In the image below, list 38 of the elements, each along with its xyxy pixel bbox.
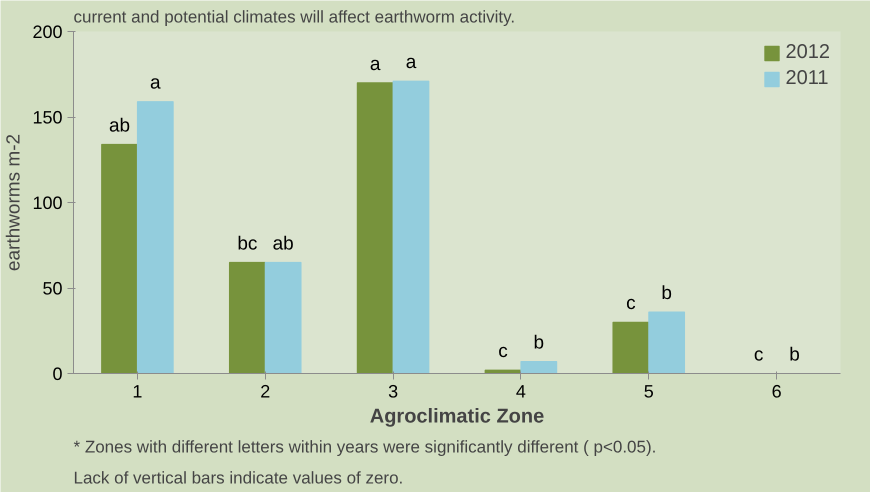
- bar: [101, 144, 138, 374]
- x-tick-label: 3: [388, 382, 398, 402]
- y-tick-label: 50: [42, 278, 63, 298]
- data-label: b: [534, 332, 544, 354]
- bar: [356, 82, 394, 374]
- x-tick-label: 2: [260, 382, 270, 402]
- bar: [520, 361, 558, 374]
- legend-label: 2012: [786, 41, 830, 64]
- data-label: b: [661, 282, 672, 304]
- x-tick-label: 6: [772, 382, 782, 402]
- text: * Zones with different letters within years were significantly different ( p<0.05). Lack of vertical bars indicate values of zero.: [74, 438, 656, 488]
- bar: [264, 262, 302, 374]
- data-label: c: [754, 344, 764, 366]
- x-tick-label: 5: [644, 382, 654, 402]
- x-axis-title: Agroclimatic Zone: [370, 406, 544, 428]
- data-label: bc: [237, 233, 258, 254]
- legend-label: 2011: [786, 67, 829, 90]
- data-label: c: [498, 341, 508, 362]
- data-label: a: [406, 52, 417, 74]
- y-tick-label: 200: [32, 22, 63, 42]
- bar: [648, 311, 686, 374]
- data-label: a: [150, 72, 162, 94]
- x-tick-label: 4: [516, 382, 526, 402]
- x-tick-label: 1: [132, 382, 142, 402]
- bar: [392, 80, 430, 374]
- y-axis-title: earthworms m-2: [3, 134, 24, 272]
- chart-title: current and potential climates will affect earthworm activity.: [74, 8, 516, 26]
- data-label: b: [789, 344, 800, 366]
- data-label: ab: [108, 115, 130, 136]
- bar: [136, 101, 174, 374]
- data-label: a: [370, 54, 381, 75]
- y-tick-label: 100: [32, 193, 63, 213]
- data-label: ab: [272, 233, 294, 254]
- bar: [612, 322, 650, 374]
- y-tick-label: 0: [52, 364, 63, 384]
- bar: [228, 262, 266, 374]
- y-tick-label: 150: [32, 108, 63, 128]
- data-label: c: [626, 293, 636, 314]
